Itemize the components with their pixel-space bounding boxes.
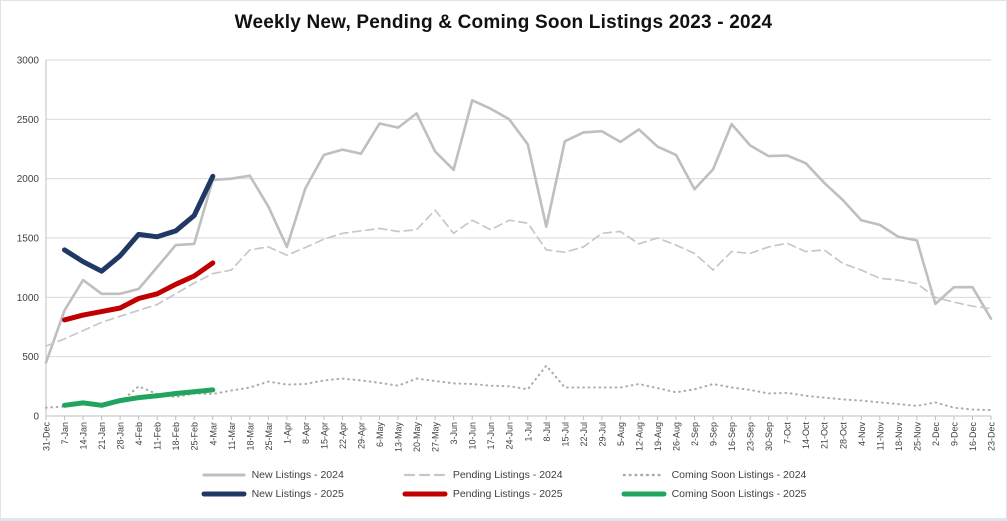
legend-line-swatch (202, 473, 246, 477)
series-line-new-listings-2024 (44, 99, 993, 364)
x-tick-label: 29-Jul (597, 422, 607, 447)
legend-line-swatch (201, 491, 247, 497)
x-tick-label: 25-Mar (264, 422, 274, 451)
x-tick-label: 21-Oct (820, 422, 830, 450)
x-tick-label: 6-May (375, 422, 385, 448)
y-tick-label: 2000 (17, 174, 40, 185)
legend-label: Coming Soon Listings - 2025 (671, 488, 807, 500)
legend-label: Coming Soon Listings - 2024 (671, 469, 807, 481)
series-line-coming-soon-listings-2025 (62, 387, 216, 408)
x-tick-label: 15-Jul (560, 422, 570, 447)
legend-item-pending-2024: Pending Listings - 2024 (402, 469, 563, 481)
x-tick-label: 24-Jun (505, 422, 515, 450)
legend-line-swatch (403, 473, 446, 477)
x-tick-label: 7-Oct (783, 422, 793, 445)
window-edge-strip (1, 518, 1006, 520)
x-tick-label: 23-Dec (987, 422, 997, 452)
x-tick-label: 2-Dec (931, 422, 941, 447)
x-tick-label: 14-Jan (79, 422, 89, 450)
x-tick-label: 17-Jun (486, 422, 496, 450)
chart-legend: New Listings - 2024 Pending Listings - 2… (1, 469, 1006, 500)
legend-item-new-2025: New Listings - 2025 (201, 488, 344, 500)
x-tick-label: 22-Jul (579, 422, 589, 447)
chart-title: Weekly New, Pending & Coming Soon Listin… (234, 12, 773, 33)
x-tick-label: 9-Sep (709, 422, 719, 446)
x-tick-label: 7-Jan (60, 422, 70, 445)
x-tick-label: 15-Apr (319, 422, 329, 449)
x-tick-label: 13-May (394, 422, 404, 453)
x-tick-label: 23-Sep (746, 422, 756, 451)
y-tick-label: 0 (33, 412, 39, 423)
legend-line-swatch (621, 491, 667, 497)
x-tick-label: 1-Jul (523, 422, 533, 442)
legend-label: Pending Listings - 2025 (452, 488, 563, 500)
y-tick-label: 2500 (17, 115, 40, 126)
x-tick-label: 8-Jul (542, 422, 552, 442)
x-tick-label: 29-Apr (357, 422, 367, 449)
x-tick-label: 11-Mar (227, 422, 237, 450)
legend-line-swatch (622, 473, 665, 477)
y-tick-label: 1500 (17, 234, 40, 245)
x-tick-label: 1-Apr (282, 422, 292, 444)
y-tick-label: 3000 (17, 56, 40, 67)
x-tick-label: 4-Nov (857, 422, 867, 447)
series-line-pending-listings-2025 (62, 260, 216, 323)
x-tick-label: 19-Aug (653, 422, 663, 451)
legend-line-swatch (402, 491, 448, 497)
x-tick-label: 26-Aug (672, 422, 682, 451)
legend-label: Pending Listings - 2024 (452, 469, 563, 481)
x-tick-label: 12-Aug (634, 422, 644, 451)
series-line-new-listings-2025 (62, 173, 216, 274)
x-tick-label: 22-Apr (338, 422, 348, 449)
y-tick-label: 500 (22, 352, 39, 363)
x-tick-label: 20-May (412, 422, 422, 453)
x-tick-label: 30-Sep (764, 422, 774, 451)
x-tick-label: 10-Jun (468, 422, 478, 450)
plot-area: 0 500 1000 1500 2000 2500 3000 31-Dec 7-Jan 14-Ja… (17, 56, 997, 453)
legend-item-new-2024: New Listings - 2024 (201, 469, 344, 481)
x-tick-label: 21-Jan (97, 422, 107, 450)
legend-item-comingsoon-2025: Coming Soon Listings - 2025 (621, 488, 807, 500)
x-tick-label: 28-Jan (116, 422, 126, 450)
x-tick-label: 9-Dec (949, 422, 959, 447)
x-tick-label: 25-Nov (912, 422, 922, 452)
legend-label: New Listings - 2025 (251, 488, 344, 500)
x-tick-label: 16-Dec (968, 422, 978, 452)
x-tick-label: 18-Feb (171, 422, 181, 451)
x-tick-label: 16-Sep (727, 422, 737, 451)
x-tick-label: 27-May (431, 422, 441, 453)
x-tick-label: 3-Jun (449, 422, 459, 445)
x-tick-label: 11-Nov (875, 422, 885, 451)
x-tick-label: 18-Nov (894, 422, 904, 452)
x-tick-label: 31-Dec (42, 422, 52, 452)
x-tick-label: 25-Feb (190, 422, 200, 451)
legend-label: New Listings - 2024 (251, 469, 344, 481)
x-tick-label: 4-Feb (134, 422, 144, 446)
series-line-pending-listings-2024 (45, 209, 992, 347)
x-tick-label: 14-Oct (801, 422, 811, 450)
x-tick-label: 4-Mar (208, 422, 218, 446)
x-tick-label: 2-Sep (690, 422, 700, 446)
x-tick-label: 8-Apr (301, 422, 311, 444)
x-tick-label: 5-Aug (616, 422, 626, 446)
x-tick-label: 11-Feb (153, 422, 163, 450)
series-line-coming-soon-listings-2024 (44, 364, 993, 412)
legend-item-comingsoon-2024: Coming Soon Listings - 2024 (621, 469, 807, 481)
legend-item-pending-2025: Pending Listings - 2025 (402, 488, 563, 500)
x-tick-label: 18-Mar (245, 422, 255, 451)
x-tick-label: 28-Oct (838, 422, 848, 450)
y-tick-label: 1000 (17, 293, 40, 304)
